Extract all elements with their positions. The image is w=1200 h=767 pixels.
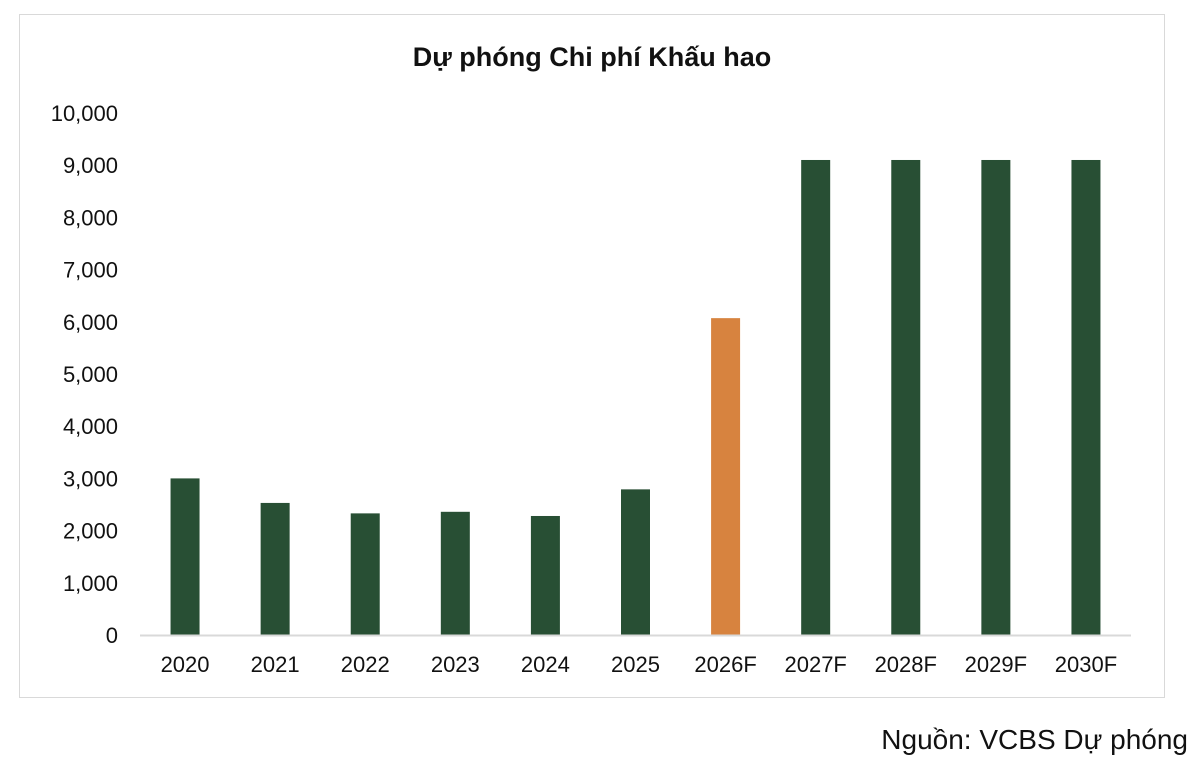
bar-2029f [981, 159, 1011, 636]
source-note: Nguồn: VCBS Dự phóng [881, 724, 1188, 755]
y-tick-label: 4,000 [63, 414, 118, 439]
bar-2023 [440, 511, 470, 635]
y-tick-label: 0 [106, 623, 118, 648]
y-axis-ticks: 0 1,000 2,000 3,000 4,000 5,000 6,000 7,000 8,00… [51, 101, 118, 648]
x-tick-label: 2029F [965, 652, 1027, 677]
y-tick-label: 10,000 [51, 101, 118, 126]
bar-2022 [350, 513, 380, 635]
x-tick-label: 2022 [341, 652, 390, 677]
y-tick-label: 3,000 [63, 466, 118, 491]
bar-2024 [530, 515, 560, 635]
x-tick-label: 2027F [784, 652, 846, 677]
x-axis-ticks: 2020 2021 2022 2023 2024 2025 2026F 2027F 2028F 2… [161, 652, 1118, 677]
x-tick-label: 2023 [431, 652, 480, 677]
chart-title: Dự phóng Chi phí Khấu hao [413, 42, 772, 72]
bar-2021 [260, 502, 290, 635]
bar-2028f [891, 159, 921, 636]
bar-2025 [621, 489, 650, 635]
x-tick-label: 2020 [161, 652, 210, 677]
y-tick-label: 5,000 [63, 362, 118, 387]
x-tick-label: 2024 [521, 652, 570, 677]
x-tick-label: 2030F [1055, 652, 1117, 677]
bar-2030f [1071, 159, 1101, 636]
x-tick-label: 2025 [611, 652, 660, 677]
y-tick-label: 9,000 [63, 153, 118, 178]
x-tick-label: 2028F [875, 652, 937, 677]
y-tick-label: 7,000 [63, 258, 118, 283]
bar-2026f [711, 318, 741, 635]
y-tick-label: 1,000 [63, 571, 118, 596]
bar-2027f [801, 159, 831, 636]
y-tick-label: 2,000 [63, 519, 118, 544]
bar-2020 [170, 478, 200, 635]
y-tick-label: 8,000 [63, 205, 118, 230]
x-tick-label: 2026F [694, 652, 756, 677]
bars [170, 159, 1101, 636]
chart-frame [19, 14, 1165, 698]
x-tick-label: 2021 [251, 652, 300, 677]
y-tick-label: 6,000 [63, 310, 118, 335]
